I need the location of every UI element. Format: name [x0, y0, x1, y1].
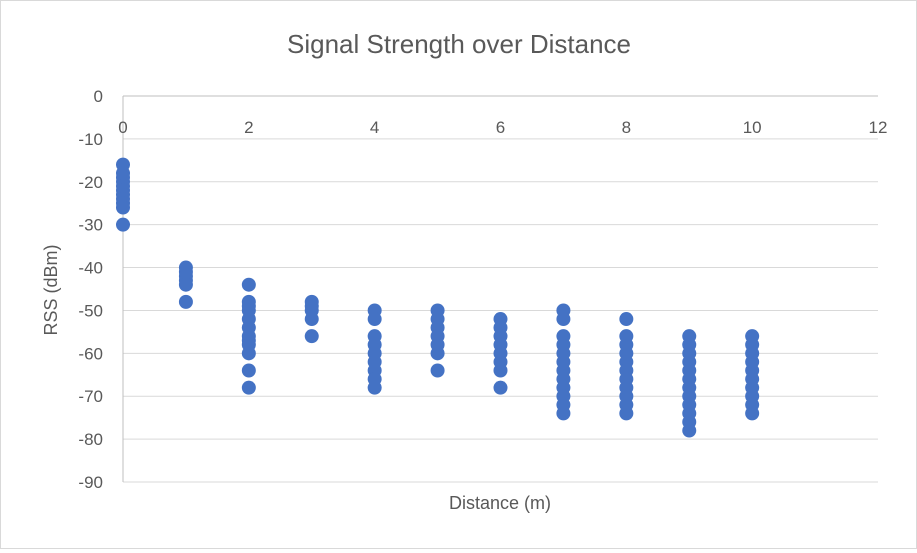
data-points — [116, 157, 760, 438]
y-tick-label: -90 — [78, 473, 103, 492]
y-tick-label: 0 — [94, 87, 103, 106]
data-point — [178, 277, 193, 292]
data-point — [241, 346, 256, 361]
data-point — [619, 406, 634, 421]
data-point — [556, 312, 571, 327]
data-point — [619, 312, 634, 327]
x-tick-label: 0 — [118, 118, 127, 137]
y-axis-title: RSS (dBm) — [41, 244, 61, 335]
data-point — [367, 312, 382, 327]
x-tick-label: 2 — [244, 118, 253, 137]
data-point — [116, 200, 130, 215]
y-tick-label: -30 — [78, 216, 103, 235]
x-tick-label: 12 — [869, 118, 888, 137]
data-point — [367, 380, 382, 395]
data-point — [493, 380, 508, 395]
data-point — [493, 363, 508, 378]
data-point — [241, 363, 256, 378]
y-tick-label: -20 — [78, 173, 103, 192]
x-tick-labels: 0 2 4 6 8 10 12 — [118, 118, 887, 137]
y-tick-label: -50 — [78, 301, 103, 320]
x-tick-label: 10 — [743, 118, 762, 137]
data-point — [241, 380, 256, 395]
x-tick-label: 4 — [370, 118, 379, 137]
y-tick-label: -80 — [78, 430, 103, 449]
data-point — [745, 406, 760, 421]
y-tick-label: -60 — [78, 344, 103, 363]
x-tick-label: 8 — [622, 118, 631, 137]
data-point — [430, 363, 445, 378]
data-point — [682, 423, 697, 438]
data-point — [304, 329, 319, 344]
data-point — [178, 294, 193, 309]
data-point — [304, 312, 319, 327]
chart-title: Signal Strength over Distance — [287, 29, 631, 59]
data-point — [430, 346, 445, 361]
x-axis-title: Distance (m) — [449, 493, 551, 513]
y-tick-labels: 0 -10 -20 -30 -40 -50 -60 -70 -80 -90 — [78, 87, 103, 492]
y-tick-label: -70 — [78, 387, 103, 406]
axes — [122, 95, 878, 482]
y-tick-label: -10 — [78, 130, 103, 149]
x-tick-label: 6 — [496, 118, 505, 137]
data-point — [116, 217, 130, 232]
y-tick-label: -40 — [78, 259, 103, 278]
data-point — [241, 277, 256, 292]
gridlines — [123, 138, 878, 483]
data-point — [556, 406, 571, 421]
